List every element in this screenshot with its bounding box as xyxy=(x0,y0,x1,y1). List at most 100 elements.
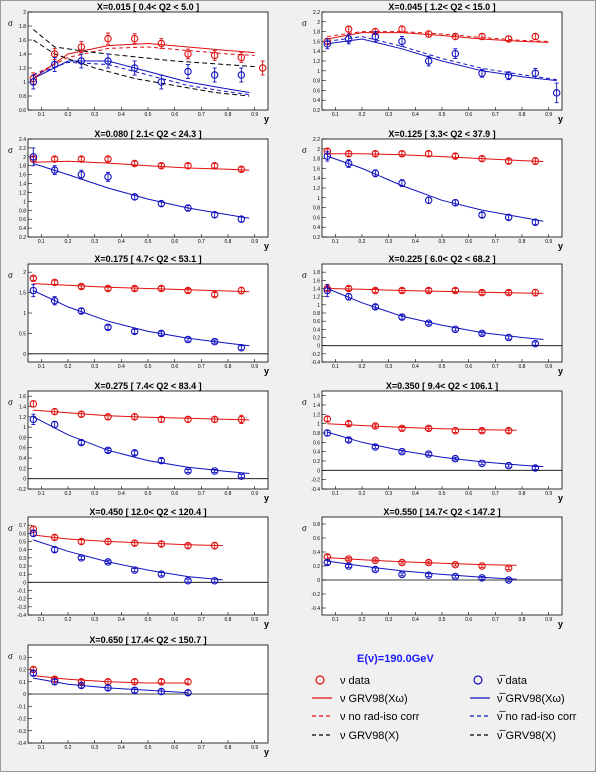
y-tick-label: 0.8 xyxy=(19,208,26,214)
x-tick-label: 0.6 xyxy=(465,364,472,370)
y-tick-label: -0.4 xyxy=(17,741,26,747)
chart-panel-4: X=0.125 [ 3.3< Q2 < 37.9 ] σ y 0.1 0.2 0.3 0.4… xyxy=(302,129,563,251)
data-point-nu xyxy=(451,152,460,160)
data-point-nu xyxy=(478,32,486,41)
curve-nu-dashed xyxy=(327,31,549,42)
legend-nu-data: ν data xyxy=(340,675,371,687)
x-tick-label: 0.1 xyxy=(38,239,45,245)
y-tick-label: 0.8 xyxy=(313,311,320,317)
data-point-nubar xyxy=(130,64,139,72)
x-tick-label: 0.9 xyxy=(251,745,258,751)
data-point-nu xyxy=(184,161,192,170)
x-tick-label: 0.9 xyxy=(251,491,258,497)
x-tick-label: 0.7 xyxy=(198,364,205,370)
x-tick-label: 0.1 xyxy=(38,364,45,370)
curve-nubar-solid xyxy=(327,288,544,340)
legend-nu-no-rad: ν no rad-iso corr xyxy=(340,711,420,723)
y-tick-label: 0.2 xyxy=(313,336,320,342)
y-tick-label: 2.2 xyxy=(313,10,320,16)
y-tick-label: 1 xyxy=(23,199,26,205)
panel-title: X=0.045 [ 1.2< Q2 < 15.0 ] xyxy=(388,2,495,12)
data-point-nubar xyxy=(104,57,112,65)
data-point-nubar xyxy=(424,196,433,205)
data-point-nubar xyxy=(323,40,332,48)
data-point-nu xyxy=(210,415,219,424)
data-point-nubar xyxy=(29,529,38,538)
x-tick-label: 0.5 xyxy=(145,617,152,623)
data-point-nu xyxy=(210,290,219,299)
x-tick-label: 0.4 xyxy=(118,364,125,370)
chart-panel-9: X=0.450 [ 12.0< Q2 < 120.4 ] σ y 0.1 0.2 0.3 0… xyxy=(8,507,269,629)
x-tick-label: 0.1 xyxy=(332,239,339,245)
y-tick-label: 1.8 xyxy=(313,30,320,36)
y-tick-label: 1.2 xyxy=(19,66,26,72)
data-point-nu xyxy=(104,413,112,421)
data-point-nubar xyxy=(157,78,166,86)
y-tick-label: 0.6 xyxy=(19,531,26,537)
data-point-nu xyxy=(237,415,246,424)
data-point-nu xyxy=(398,25,406,33)
x-tick-label: 0.1 xyxy=(38,112,45,118)
data-point-nu xyxy=(478,562,486,570)
y-tick-label: 1 xyxy=(23,425,26,431)
plot-area xyxy=(27,516,269,616)
x-tick-label: 0.8 xyxy=(225,112,232,118)
data-point-nubar xyxy=(210,210,219,219)
y-tick-label: 1.5 xyxy=(19,291,26,297)
data-point-nubar xyxy=(210,337,219,346)
y-tick-label: 1.6 xyxy=(313,278,320,284)
data-point-nu xyxy=(478,154,486,163)
data-point-nu xyxy=(237,165,246,174)
y-tick-label: 1.4 xyxy=(313,403,320,409)
data-point-nubar xyxy=(531,464,540,472)
data-point-nubar xyxy=(29,286,38,295)
data-point-nubar xyxy=(344,35,353,43)
data-point-nubar xyxy=(130,193,139,201)
plot-area xyxy=(321,516,563,616)
legend-nubar-data: ν̅ data xyxy=(497,675,528,687)
data-point-nubar xyxy=(210,576,219,585)
x-tick-label: 0.8 xyxy=(225,364,232,370)
data-point-nu xyxy=(398,424,406,433)
data-point-nubar xyxy=(237,472,246,480)
panel-title: X=0.015 [ 0.4< Q2 < 5.0 ] xyxy=(97,2,199,12)
y-tick-label: 0 xyxy=(23,477,26,483)
curve-nu-dashed xyxy=(33,46,255,76)
x-axis-label: y xyxy=(558,619,563,629)
curve-nubar-solid xyxy=(33,60,250,93)
x-tick-label: 0.2 xyxy=(65,112,72,118)
x-tick-label: 0.3 xyxy=(91,239,98,245)
data-point-nu xyxy=(237,286,246,295)
x-tick-label: 0.6 xyxy=(171,239,178,245)
data-point-nubar xyxy=(157,687,166,696)
data-point-nubar xyxy=(504,213,513,222)
y-tick-label: -0.2 xyxy=(17,487,26,493)
data-point-nubar xyxy=(104,446,112,455)
y-tick-label: 0.8 xyxy=(313,79,320,85)
chart-panel-1: X=0.015 [ 0.4< Q2 < 5.0 ] σ y 0.1 0.2 0.3 0.4 0… xyxy=(8,2,269,124)
x-tick-label: 0.9 xyxy=(251,239,258,245)
data-point-nubar xyxy=(478,329,486,338)
x-tick-label: 0.6 xyxy=(465,112,472,118)
x-tick-label: 0.1 xyxy=(38,617,45,623)
x-tick-label: 0.4 xyxy=(118,617,125,623)
x-tick-label: 0.2 xyxy=(65,617,72,623)
data-point-nu xyxy=(371,149,380,158)
curve-nu-solid xyxy=(33,42,255,79)
chart-panel-6: X=0.225 [ 6.0< Q2 < 68.2 ] σ y 0.1 0.2 0.3 0.4… xyxy=(302,254,563,376)
x-tick-label: 0.1 xyxy=(332,112,339,118)
data-point-nu xyxy=(77,43,86,51)
x-tick-label: 0.6 xyxy=(171,364,178,370)
plot-area xyxy=(321,263,563,363)
y-tick-label: 0.2 xyxy=(19,564,26,570)
y-tick-label: 0.4 xyxy=(313,450,320,456)
data-point-nubar xyxy=(478,574,486,582)
data-point-nu xyxy=(104,155,112,163)
data-point-nu xyxy=(210,541,219,550)
data-point-nu xyxy=(424,30,433,38)
x-tick-label: 0.3 xyxy=(91,364,98,370)
data-point-nu xyxy=(50,278,59,287)
data-point-nubar xyxy=(184,204,192,212)
data-point-nu xyxy=(237,53,246,62)
y-tick-label: -0.2 xyxy=(17,597,26,603)
